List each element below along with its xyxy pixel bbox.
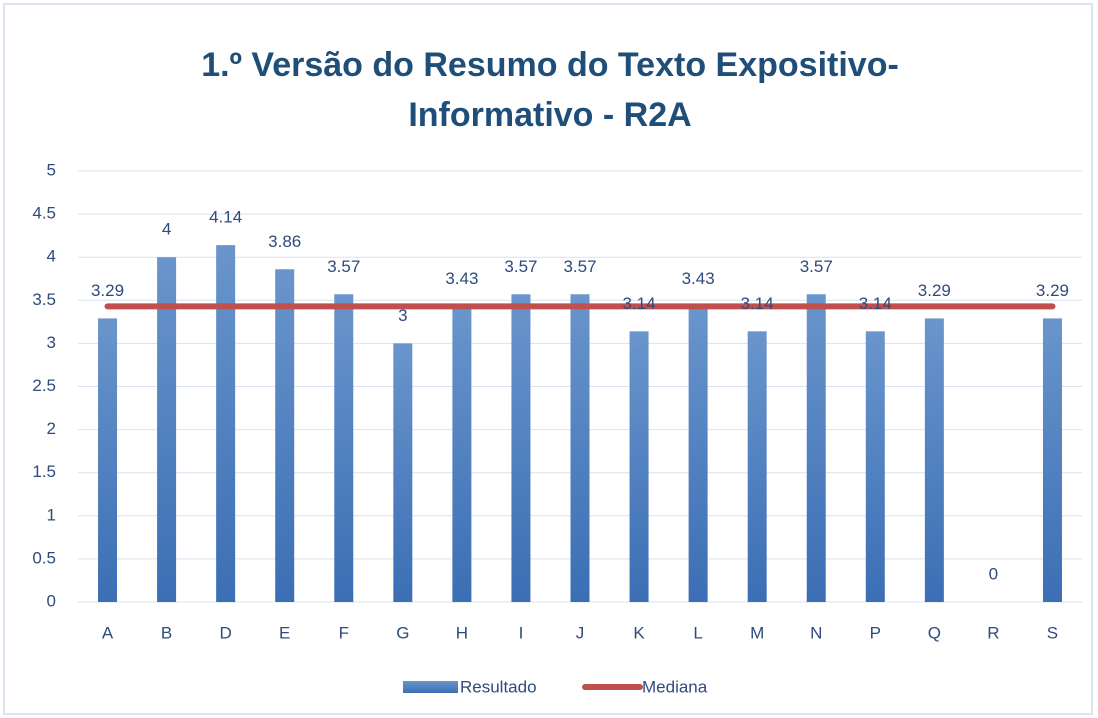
x-tick-label: R — [987, 623, 999, 642]
x-tick-label: J — [576, 623, 585, 642]
x-tick-label: L — [693, 623, 702, 642]
x-tick-label: I — [519, 623, 524, 642]
bar — [747, 331, 767, 602]
bar — [216, 245, 236, 602]
y-tick-label: 4 — [47, 247, 56, 266]
data-label: 3.57 — [504, 257, 537, 276]
x-tick-label: P — [870, 623, 881, 642]
y-tick-label: 2 — [47, 419, 56, 438]
bar — [511, 294, 531, 602]
chart-border — [3, 3, 1093, 715]
bar — [1042, 318, 1062, 602]
x-tick-label: M — [750, 623, 764, 642]
y-tick-label: 1 — [47, 505, 56, 524]
data-label: 4 — [162, 220, 171, 239]
y-tick-label: 3 — [47, 333, 56, 352]
x-tick-label: G — [396, 623, 409, 642]
x-tick-label: A — [102, 623, 114, 642]
data-label: 3.29 — [91, 281, 124, 300]
data-label: 3.86 — [268, 232, 301, 251]
data-label: 4.14 — [209, 208, 242, 227]
data-label: 3.29 — [1036, 281, 1069, 300]
data-label: 3.14 — [623, 294, 656, 313]
bar — [98, 318, 118, 602]
data-label: 3.14 — [859, 294, 892, 313]
bar — [570, 294, 590, 602]
bar — [688, 306, 708, 602]
x-tick-label: B — [161, 623, 172, 642]
legend-swatch — [403, 681, 458, 693]
x-tick-label: Q — [928, 623, 941, 642]
x-tick-label: S — [1047, 623, 1058, 642]
bar — [275, 269, 295, 602]
data-label: 3.14 — [741, 294, 774, 313]
bar — [629, 331, 649, 602]
chart-title: 1.º Versão do Resumo do Texto Expositivo… — [201, 46, 899, 134]
data-label: 3.57 — [563, 257, 596, 276]
bar — [157, 257, 177, 602]
data-label: 3 — [398, 306, 407, 325]
x-tick-label: E — [279, 623, 290, 642]
bar — [806, 294, 826, 602]
y-tick-label: 5 — [47, 160, 56, 179]
bar — [334, 294, 354, 602]
data-label: 3.43 — [445, 269, 478, 288]
y-tick-label: 2.5 — [32, 376, 56, 395]
x-tick-label: N — [810, 623, 822, 642]
bar — [393, 343, 413, 602]
bar — [924, 318, 944, 602]
legend-label: Mediana — [642, 677, 708, 696]
legend-label: Resultado — [460, 677, 537, 696]
bar — [865, 331, 885, 602]
y-tick-label: 1.5 — [32, 462, 56, 481]
data-label: 3.43 — [682, 269, 715, 288]
y-tick-label: 3.5 — [32, 290, 56, 309]
data-label: 0 — [989, 564, 998, 583]
data-label: 3.57 — [327, 257, 360, 276]
bar — [452, 306, 472, 602]
y-tick-label: 4.5 — [32, 204, 56, 223]
data-label: 3.29 — [918, 281, 951, 300]
y-tick-label: 0.5 — [32, 548, 56, 567]
x-tick-label: H — [456, 623, 468, 642]
data-label: 3.57 — [800, 257, 833, 276]
x-tick-label: F — [339, 623, 349, 642]
x-tick-label: D — [220, 623, 232, 642]
x-tick-label: K — [633, 623, 645, 642]
y-tick-label: 0 — [47, 591, 56, 610]
